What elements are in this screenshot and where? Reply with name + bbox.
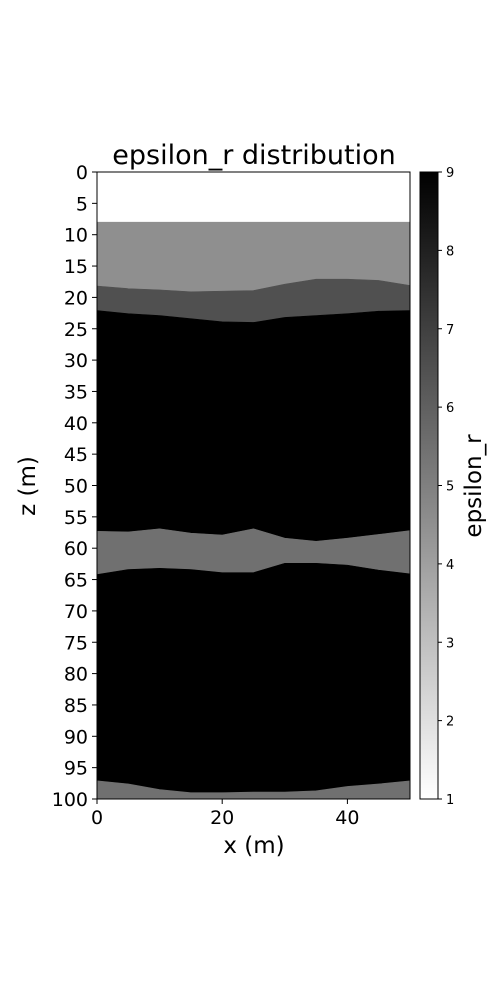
chart-title: epsilon_r distribution bbox=[112, 140, 396, 171]
y-tick-label: 95 bbox=[64, 758, 88, 780]
y-tick-label: 65 bbox=[64, 570, 88, 592]
y-tick-label: 50 bbox=[64, 476, 88, 498]
y-tick-label: 35 bbox=[64, 381, 88, 403]
y-tick-label: 25 bbox=[64, 319, 88, 341]
colorbar-axis: 1 2 3 4 5 6 7 8 9 bbox=[438, 166, 454, 808]
y-tick-label: 75 bbox=[64, 632, 88, 654]
y-tick-label: 20 bbox=[64, 287, 88, 309]
layer-1 bbox=[96, 171, 411, 223]
colorbar-tick-label: 4 bbox=[446, 558, 454, 573]
colorbar-tick-label: 7 bbox=[446, 323, 454, 338]
colorbar-tick-label: 2 bbox=[446, 715, 454, 730]
y-axis: 0 5 10 15 20 25 30 35 40 45 50 55 60 65 70 75 80 85 90 95 10… bbox=[52, 162, 97, 811]
colorbar-tick-label: 8 bbox=[446, 244, 454, 259]
colorbar-tick-label: 6 bbox=[446, 401, 454, 416]
colorbar-tick-label: 9 bbox=[446, 166, 454, 181]
y-tick-label: 0 bbox=[76, 162, 88, 184]
x-axis: 0 20 40 bbox=[91, 799, 359, 829]
layer-4 bbox=[96, 310, 411, 542]
y-tick-label: 15 bbox=[64, 256, 88, 278]
colorbar-label: epsilon_r bbox=[461, 434, 487, 538]
y-tick-label: 30 bbox=[64, 350, 88, 372]
y-tick-label: 45 bbox=[64, 444, 88, 466]
plot-area bbox=[96, 171, 411, 800]
y-tick-label: 100 bbox=[52, 789, 88, 811]
colorbar-tick-label: 5 bbox=[446, 480, 454, 495]
y-tick-label: 85 bbox=[64, 695, 88, 717]
y-axis-label: z (m) bbox=[15, 456, 41, 516]
y-tick-label: 90 bbox=[64, 726, 88, 748]
colorbar-tick-label: 3 bbox=[446, 636, 454, 651]
x-tick-label: 20 bbox=[210, 807, 234, 829]
y-tick-label: 5 bbox=[76, 193, 88, 215]
y-tick-label: 60 bbox=[64, 538, 88, 560]
x-tick-label: 0 bbox=[91, 807, 103, 829]
y-tick-label: 10 bbox=[64, 225, 88, 247]
x-axis-label: x (m) bbox=[223, 833, 284, 859]
y-tick-label: 55 bbox=[64, 507, 88, 529]
y-tick-label: 40 bbox=[64, 413, 88, 435]
layer-6 bbox=[96, 562, 411, 794]
colorbar bbox=[419, 171, 439, 800]
y-tick-label: 80 bbox=[64, 664, 88, 686]
y-tick-label: 70 bbox=[64, 601, 88, 623]
colorbar-tick-label: 1 bbox=[446, 793, 454, 808]
x-tick-label: 40 bbox=[335, 807, 359, 829]
